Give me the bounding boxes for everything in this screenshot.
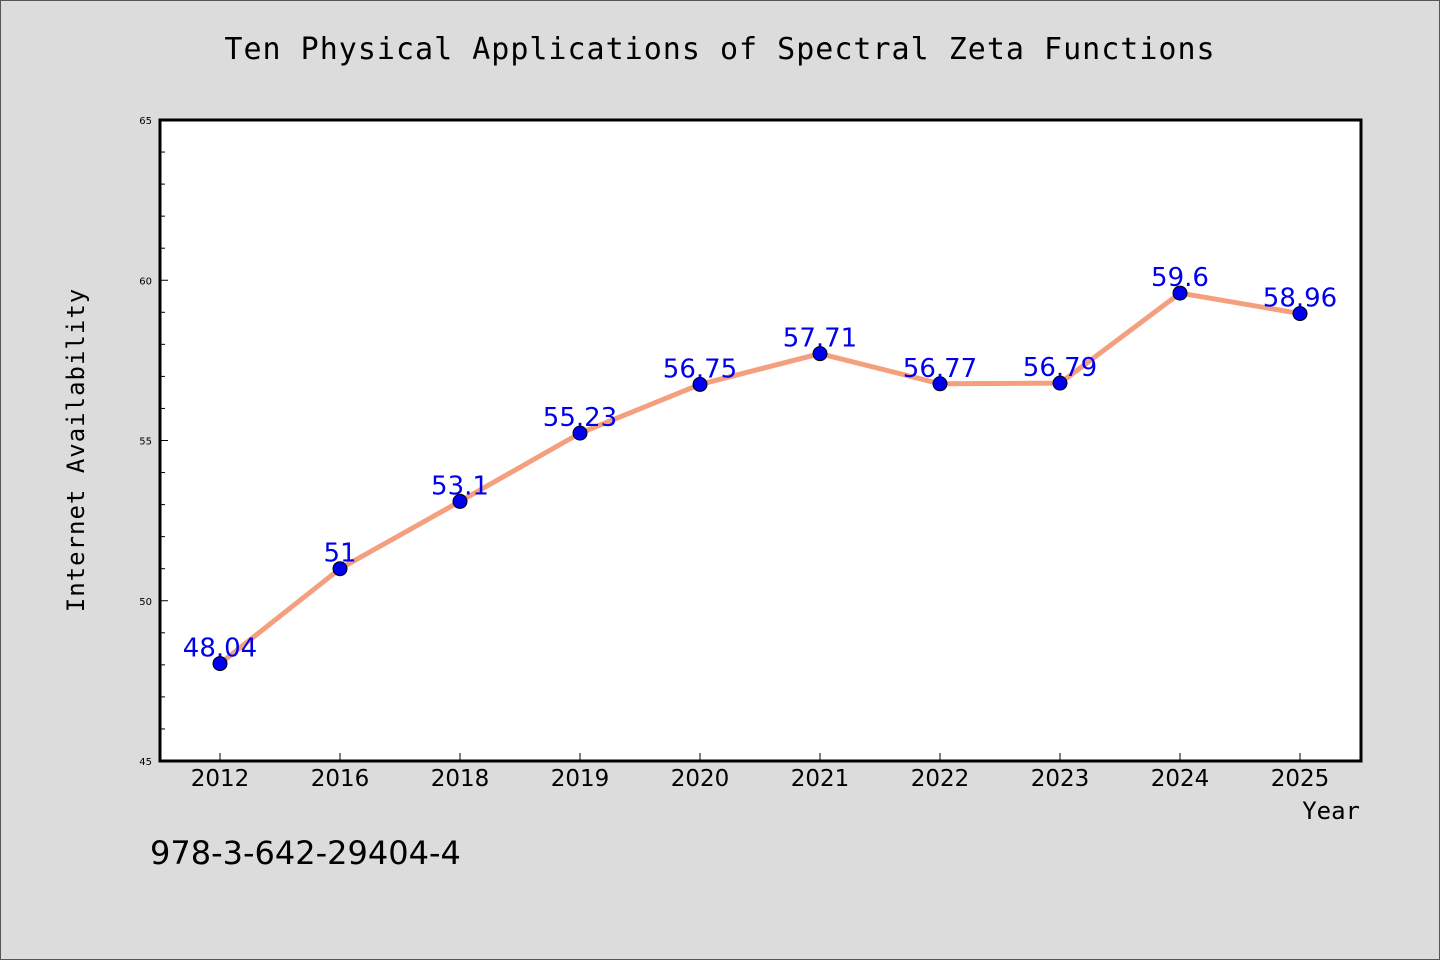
x-tick-label: 2025 xyxy=(1271,766,1330,792)
x-tick-label: 2018 xyxy=(431,766,490,792)
data-point xyxy=(1292,306,1308,322)
data-point xyxy=(332,561,348,577)
y-tick-label: 60 xyxy=(139,276,152,287)
data-point xyxy=(812,346,828,362)
data-label: 53.1 xyxy=(431,471,489,501)
y-axis-label: Internet Availability xyxy=(62,287,90,613)
data-point xyxy=(572,425,588,441)
x-tick-label: 2024 xyxy=(1151,766,1210,792)
series-line xyxy=(217,290,1303,667)
y-axis: 45 50 55 60 65 xyxy=(139,116,168,768)
x-tick-label: 2012 xyxy=(191,766,250,792)
plot-area xyxy=(158,118,1363,763)
x-tick-label: 2021 xyxy=(791,766,850,792)
data-label: 58.96 xyxy=(1263,284,1337,314)
data-label: 56.79 xyxy=(1023,353,1097,383)
y-tick-label: 45 xyxy=(139,757,152,768)
chart-title: Ten Physical Applications of Spectral Ze… xyxy=(224,32,1216,67)
data-labels: 48.04 51 53.1 55.23 56.75 57.71 56.77 56.79 59.6… xyxy=(183,263,1337,663)
y-tick-label: 55 xyxy=(139,437,152,448)
x-tick-label: 2016 xyxy=(311,766,370,792)
data-point xyxy=(452,493,468,509)
x-tick-label: 2019 xyxy=(551,766,610,792)
series-markers xyxy=(212,285,1308,672)
x-axis: 2012 2016 2018 2019 2020 2021 2022 2023 2024 2025 xyxy=(191,753,1330,792)
x-tick-label: 2023 xyxy=(1031,766,1090,792)
data-point xyxy=(932,376,948,392)
data-label: 56.77 xyxy=(903,354,977,384)
x-axis-label: Year xyxy=(1302,797,1360,825)
x-tick-label: 2022 xyxy=(911,766,970,792)
y-tick-label: 50 xyxy=(139,597,152,608)
data-label: 55.23 xyxy=(543,403,617,433)
x-tick-label: 2020 xyxy=(671,766,730,792)
data-point xyxy=(1172,285,1188,301)
footer-code: 978-3-642-29404-4 xyxy=(150,834,461,872)
data-point xyxy=(692,376,708,392)
data-point xyxy=(212,656,228,672)
data-point xyxy=(1052,375,1068,391)
data-label: 48.04 xyxy=(183,634,257,664)
data-label: 59.6 xyxy=(1151,263,1209,293)
data-label: 57.71 xyxy=(783,324,857,354)
y-tick-label: 65 xyxy=(139,116,152,127)
data-label: 56.75 xyxy=(663,354,737,384)
data-label: 51 xyxy=(323,539,356,569)
